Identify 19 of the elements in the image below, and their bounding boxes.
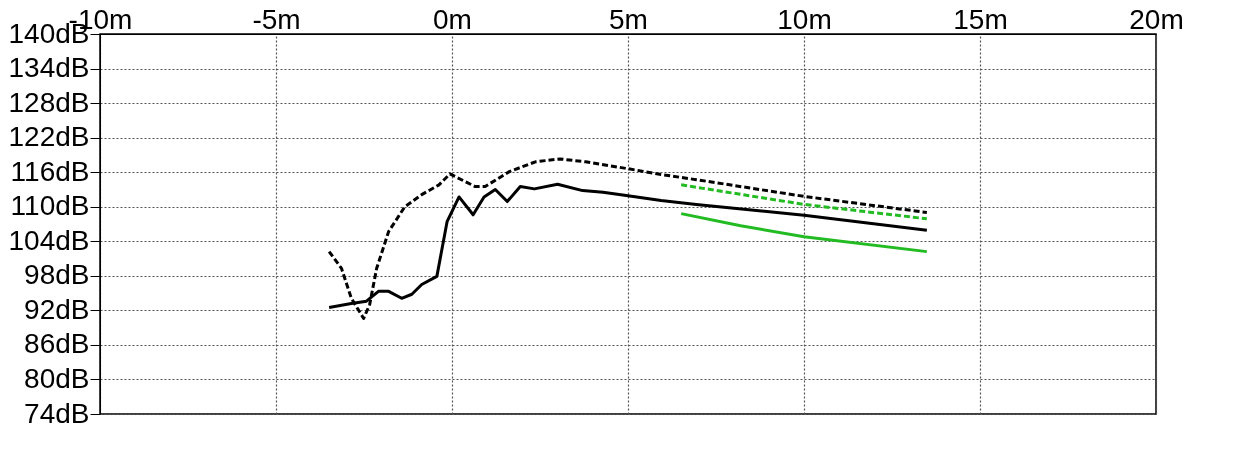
x-tick-label: 0m <box>433 3 472 35</box>
y-tick-label: 80dB <box>24 362 90 394</box>
y-tick-label: 110dB <box>10 190 90 222</box>
x-tick-label: 5m <box>609 3 648 35</box>
y-tick-label: 98dB <box>24 259 90 291</box>
y-tick-label: 134dB <box>8 52 90 84</box>
line-series <box>327 157 929 320</box>
y-tick-label: 104dB <box>8 224 90 256</box>
y-tick-label: 74dB <box>24 397 90 429</box>
y-tick-label: 92dB <box>24 293 90 325</box>
x-tick-label: 15m <box>953 3 1008 35</box>
y-tick-label: 86dB <box>24 328 90 360</box>
line-series <box>679 212 929 254</box>
x-tick-label: 20m <box>1129 3 1184 35</box>
x-tick-label: 10m <box>777 3 832 35</box>
y-tick-label: 122dB <box>8 121 90 153</box>
y-tick-label: 116dB <box>10 155 90 187</box>
x-tick-label: -5m <box>252 3 301 35</box>
y-tick-label: 128dB <box>8 86 90 118</box>
